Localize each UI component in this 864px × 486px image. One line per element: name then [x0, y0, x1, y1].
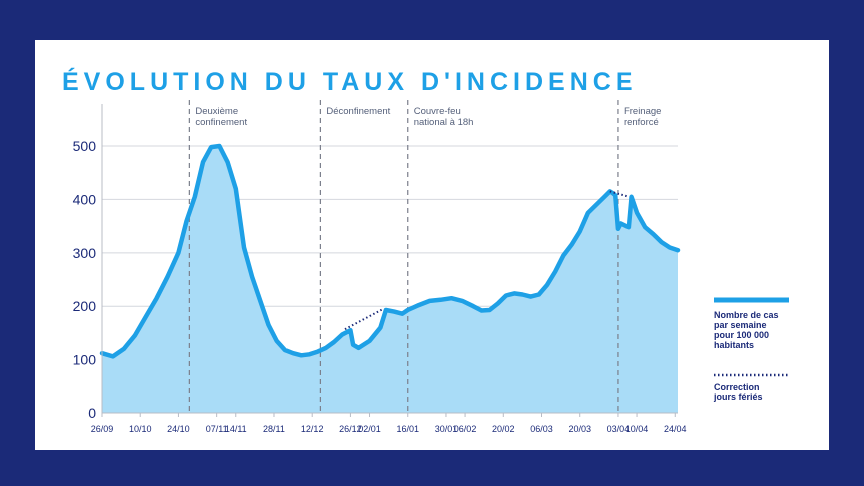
x-tick-label: 02/01 — [358, 424, 381, 434]
x-tick-label: 06/02 — [454, 424, 477, 434]
y-tick-label: 500 — [73, 138, 97, 154]
x-tick-label: 14/11 — [225, 424, 247, 434]
incidence-area — [102, 146, 678, 413]
x-tick-label: 07/11 — [206, 424, 228, 434]
x-tick-label: 10/10 — [129, 424, 152, 434]
legend-label-cases: pour 100 000 — [714, 330, 769, 340]
y-tick-label: 100 — [73, 352, 97, 368]
correction-dotted-line — [609, 190, 630, 198]
x-tick-label: 10/04 — [626, 424, 649, 434]
chart-title: ÉVOLUTION DU TAUX D'INCIDENCE — [62, 67, 638, 96]
event-label: national à 18h — [414, 117, 474, 128]
correction-dotted-line — [344, 308, 384, 331]
event-lines — [188, 100, 619, 413]
x-tick-label: 24/04 — [664, 424, 687, 434]
x-tick-label: 26/09 — [91, 424, 114, 434]
event-label: Deuxième — [195, 106, 238, 117]
x-tick-label: 28/11 — [263, 424, 285, 434]
y-tick-label: 200 — [73, 298, 97, 314]
legend-label-cases: habitants — [714, 340, 754, 350]
event-label: confinement — [195, 117, 247, 128]
x-tick-label: 24/10 — [167, 424, 190, 434]
y-axis: 0 100 200 300 400 500 — [73, 104, 678, 421]
y-tick-label: 400 — [73, 191, 97, 207]
event-label: renforcé — [624, 117, 659, 128]
y-tick-label: 0 — [88, 405, 96, 421]
event-label: Couvre-feu — [414, 106, 461, 117]
x-tick-label: 20/02 — [492, 424, 515, 434]
series-lines — [99, 143, 681, 359]
incidence-line — [99, 143, 681, 359]
x-tick-label: 12/12 — [301, 424, 324, 434]
legend-label-cases: Nombre de cas — [714, 310, 779, 320]
legend-label-correction: jours fériés — [713, 392, 763, 402]
x-tick-label: 30/01 — [435, 424, 458, 434]
x-tick-label: 26/12 — [339, 424, 362, 434]
event-label: Freinage — [624, 106, 662, 117]
area-fill — [102, 146, 678, 413]
x-tick-label: 03/04 — [607, 424, 630, 434]
y-tick-label: 300 — [73, 245, 97, 261]
x-tick-label: 20/03 — [568, 424, 591, 434]
x-tick-label: 16/01 — [396, 424, 419, 434]
legend-label-correction: Correction — [714, 382, 760, 392]
event-label: Déconfinement — [326, 106, 390, 117]
legend-label-cases: par semaine — [714, 320, 767, 330]
x-tick-label: 06/03 — [530, 424, 553, 434]
